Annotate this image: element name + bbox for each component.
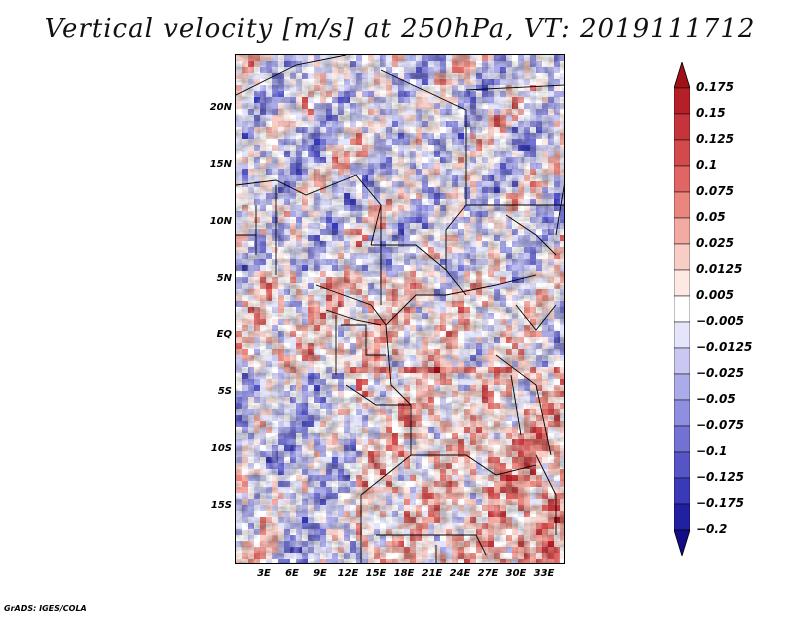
colorbar-label: 0.15	[696, 106, 726, 120]
velocity-map	[235, 54, 565, 564]
plot-title: Vertical velocity [m/s] at 250hPa, VT: 2…	[44, 14, 756, 44]
colorbar-label: −0.05	[696, 392, 736, 406]
lon-tick-label: 21E	[421, 568, 443, 579]
colorbar-label: 0.125	[696, 132, 734, 146]
lat-tick-label: 10N	[209, 216, 232, 227]
lat-tick-label: EQ	[216, 329, 232, 340]
colorbar-label: −0.175	[696, 496, 745, 510]
colorbar-bin	[674, 139, 690, 167]
colorbar-bin	[674, 217, 690, 245]
colorbar-bin	[674, 295, 690, 323]
colorbar-label: −0.0125	[696, 340, 753, 354]
lat-tick-label: 10S	[210, 443, 232, 454]
lat-tick-label: 20N	[209, 102, 232, 113]
lon-tick-label: 33E	[533, 568, 555, 579]
lon-tick-label: 18E	[393, 568, 415, 579]
lon-tick-label: 9E	[313, 568, 327, 579]
lon-tick-label: 12E	[337, 568, 359, 579]
colorbar-label: −0.125	[696, 470, 745, 484]
lon-tick-label: 27E	[477, 568, 499, 579]
colorbar-bin	[674, 165, 690, 193]
colorbar-bottom-arrow	[674, 529, 690, 556]
lon-tick-label: 15E	[365, 568, 387, 579]
lon-tick-label: 24E	[449, 568, 471, 579]
map-field	[236, 55, 564, 563]
colorbar-bin	[674, 321, 690, 349]
colorbar-bin	[674, 87, 690, 115]
colorbar-label: 0.075	[696, 184, 734, 198]
lon-tick-label: 3E	[257, 568, 271, 579]
colorbar-bin	[674, 347, 690, 375]
colorbar-bin	[674, 191, 690, 219]
grads-credit: GrADS: IGES/COLA	[4, 604, 87, 613]
colorbar-label: 0.05	[696, 210, 726, 224]
colorbar-label: −0.005	[696, 314, 745, 328]
colorbar-label: 0.005	[696, 288, 734, 302]
colorbar-label: 0.025	[696, 236, 734, 250]
lat-tick-label: 15S	[210, 500, 232, 511]
colorbar-label: −0.025	[696, 366, 745, 380]
colorbar-label: −0.2	[696, 522, 728, 536]
colorbar-bin	[674, 503, 690, 531]
colorbar-bin	[674, 399, 690, 427]
colorbar-bin	[674, 425, 690, 453]
colorbar-bin	[674, 113, 690, 141]
colorbar	[674, 62, 690, 556]
lon-tick-label: 6E	[285, 568, 299, 579]
colorbar-bin	[674, 477, 690, 505]
colorbar-label: 0.1	[696, 158, 718, 172]
colorbar-bin	[674, 243, 690, 271]
colorbar-bin	[674, 269, 690, 297]
lat-tick-label: 5N	[216, 273, 232, 284]
colorbar-bin	[674, 373, 690, 401]
colorbar-label: 0.175	[696, 80, 734, 94]
lon-tick-label: 30E	[505, 568, 527, 579]
colorbar-label: −0.075	[696, 418, 745, 432]
country-borders	[236, 55, 564, 563]
lat-tick-label: 5S	[217, 386, 232, 397]
colorbar-bin	[674, 451, 690, 479]
colorbar-top-arrow	[674, 62, 690, 89]
colorbar-label: 0.0125	[696, 262, 743, 276]
colorbar-label: −0.1	[696, 444, 728, 458]
lat-tick-label: 15N	[209, 159, 232, 170]
